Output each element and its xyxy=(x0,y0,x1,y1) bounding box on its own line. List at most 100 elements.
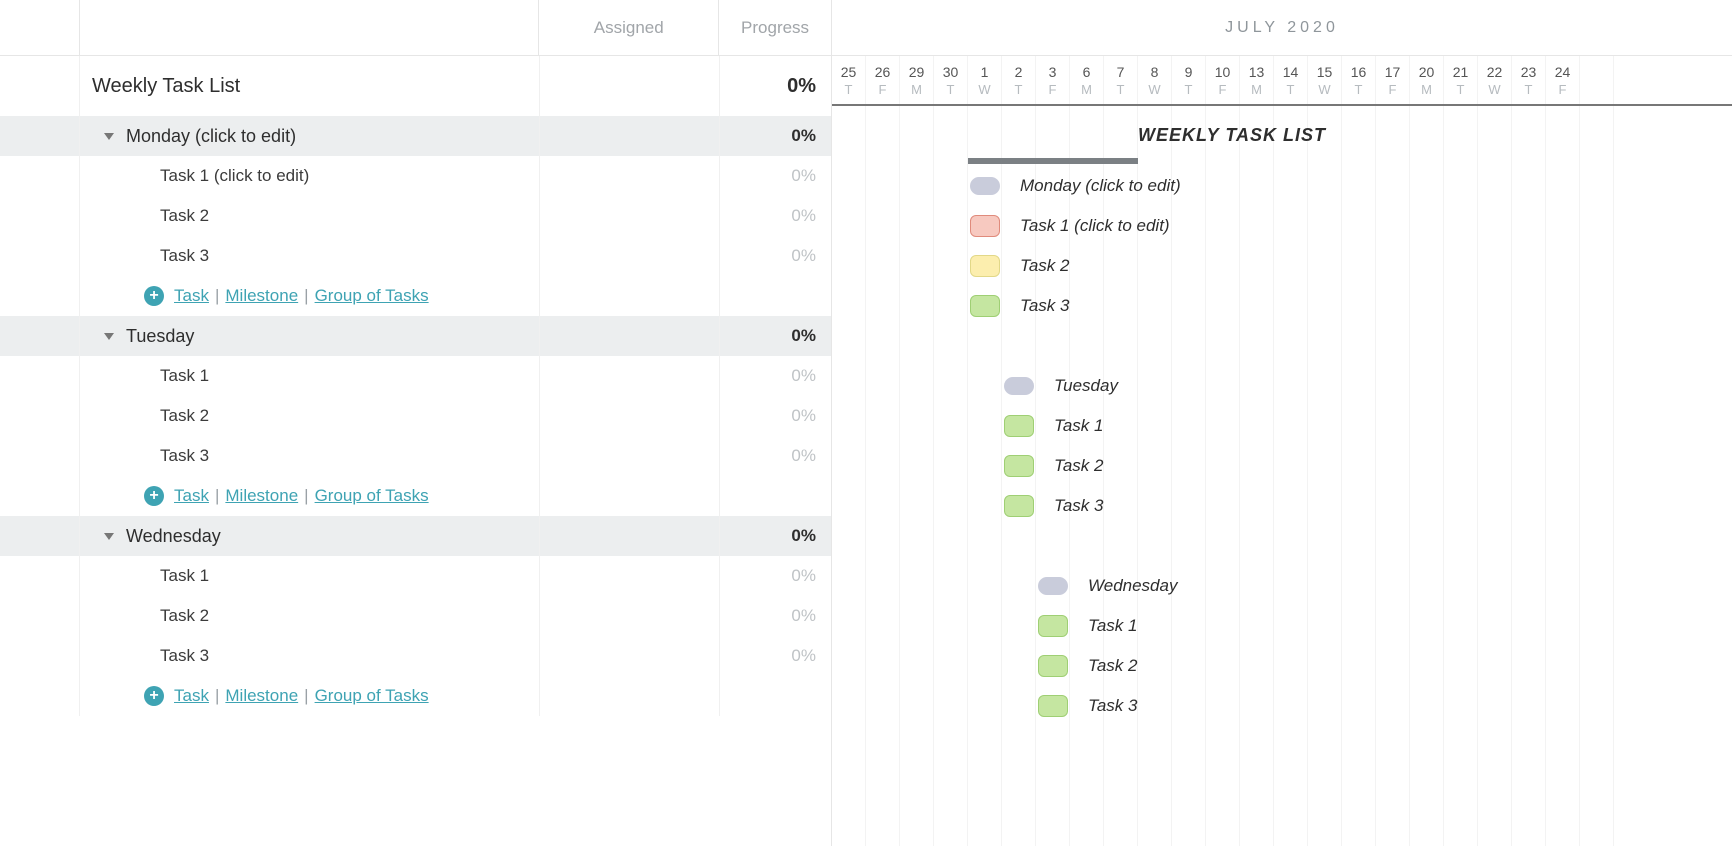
timeline-day[interactable]: 2T xyxy=(1002,56,1036,104)
group-bar[interactable] xyxy=(970,177,1000,195)
timeline-day[interactable]: 22W xyxy=(1478,56,1512,104)
add-task-link[interactable]: Task xyxy=(174,686,209,706)
assigned-cell[interactable] xyxy=(540,436,720,476)
assigned-cell[interactable] xyxy=(540,556,720,596)
timeline-day[interactable]: 9T xyxy=(1172,56,1206,104)
timeline-day[interactable]: 8W xyxy=(1138,56,1172,104)
column-header-progress[interactable]: Progress xyxy=(719,0,831,55)
project-title-row[interactable]: Weekly Task List 0% xyxy=(0,56,831,116)
task-bar[interactable] xyxy=(970,215,1000,237)
add-icon[interactable]: + xyxy=(144,686,164,706)
group-row[interactable]: Tuesday xyxy=(80,316,540,356)
task-bar[interactable] xyxy=(1038,655,1068,677)
group-row[interactable]: Wednesday xyxy=(80,516,540,556)
task-name[interactable]: Task 2 xyxy=(160,206,209,226)
assigned-cell[interactable] xyxy=(540,596,720,636)
timeline-row: Tuesday xyxy=(832,366,1732,406)
row-gutter xyxy=(0,516,80,556)
timeline-day[interactable]: 21T xyxy=(1444,56,1478,104)
task-row[interactable]: Task 2 xyxy=(80,596,540,636)
timeline-day[interactable]: 13M xyxy=(1240,56,1274,104)
timeline-day[interactable]: 26F xyxy=(866,56,900,104)
task-row[interactable]: Task 3 xyxy=(80,436,540,476)
assigned-cell[interactable] xyxy=(540,236,720,276)
timeline-day-dow: T xyxy=(1287,82,1295,97)
timeline-day[interactable]: 24F xyxy=(1546,56,1580,104)
add-row: +Task|Milestone|Group of Tasks xyxy=(0,276,831,316)
timeline-body[interactable]: WEEKLY TASK LISTMonday (click to edit)Ta… xyxy=(832,106,1732,846)
add-group-link[interactable]: Group of Tasks xyxy=(315,486,429,506)
assigned-cell[interactable] xyxy=(540,196,720,236)
add-milestone-link[interactable]: Milestone xyxy=(225,686,298,706)
project-assigned-cell[interactable] xyxy=(540,56,720,116)
timeline-day[interactable]: 30T xyxy=(934,56,968,104)
assigned-cell[interactable] xyxy=(540,116,720,156)
timeline-day[interactable]: 3F xyxy=(1036,56,1070,104)
assigned-cell[interactable] xyxy=(540,636,720,676)
add-task-link[interactable]: Task xyxy=(174,286,209,306)
add-milestone-link[interactable]: Milestone xyxy=(225,486,298,506)
task-bar[interactable] xyxy=(1004,455,1034,477)
timeline-day[interactable]: 7T xyxy=(1104,56,1138,104)
task-row[interactable]: Task 3 xyxy=(80,236,540,276)
add-group-link[interactable]: Group of Tasks xyxy=(315,286,429,306)
task-name[interactable]: Task 2 xyxy=(160,606,209,626)
timeline-day[interactable]: 14T xyxy=(1274,56,1308,104)
group-name[interactable]: Monday (click to edit) xyxy=(126,126,296,147)
group-row[interactable]: Monday (click to edit) xyxy=(80,116,540,156)
task-bar[interactable] xyxy=(970,295,1000,317)
task-name[interactable]: Task 3 xyxy=(160,246,209,266)
timeline-day[interactable]: 20M xyxy=(1410,56,1444,104)
task-row[interactable]: Task 1 xyxy=(80,556,540,596)
task-bar[interactable] xyxy=(1004,415,1034,437)
task-name[interactable]: Task 1 xyxy=(160,366,209,386)
timeline-day[interactable]: 15W xyxy=(1308,56,1342,104)
task-bar[interactable] xyxy=(1004,495,1034,517)
timeline-day[interactable]: 1W xyxy=(968,56,1002,104)
assigned-cell[interactable] xyxy=(540,316,720,356)
progress-cell: 0% xyxy=(720,316,832,356)
task-row[interactable]: Task 1 xyxy=(80,356,540,396)
task-name[interactable]: Task 2 xyxy=(160,406,209,426)
timeline-day[interactable]: 6M xyxy=(1070,56,1104,104)
add-icon[interactable]: + xyxy=(144,486,164,506)
group-name[interactable]: Wednesday xyxy=(126,526,221,547)
timeline-day[interactable] xyxy=(1580,56,1614,104)
task-bar[interactable] xyxy=(970,255,1000,277)
task-bar[interactable] xyxy=(1038,695,1068,717)
group-name[interactable]: Tuesday xyxy=(126,326,194,347)
chevron-down-icon[interactable] xyxy=(104,133,114,140)
timeline-day[interactable]: 23T xyxy=(1512,56,1546,104)
assigned-cell[interactable] xyxy=(540,356,720,396)
task-name[interactable]: Task 3 xyxy=(160,646,209,666)
timeline-day[interactable]: 10F xyxy=(1206,56,1240,104)
task-bar[interactable] xyxy=(1038,615,1068,637)
chevron-down-icon[interactable] xyxy=(104,333,114,340)
task-name[interactable]: Task 1 (click to edit) xyxy=(160,166,309,186)
project-title[interactable]: Weekly Task List xyxy=(80,56,540,116)
timeline-day[interactable]: 25T xyxy=(832,56,866,104)
task-name[interactable]: Task 1 xyxy=(160,566,209,586)
add-milestone-link[interactable]: Milestone xyxy=(225,286,298,306)
task-row[interactable]: Task 1 (click to edit) xyxy=(80,156,540,196)
group-bar[interactable] xyxy=(1038,577,1068,595)
assigned-cell[interactable] xyxy=(540,396,720,436)
add-links: +Task|Milestone|Group of Tasks xyxy=(80,676,540,716)
add-group-link[interactable]: Group of Tasks xyxy=(315,686,429,706)
timeline-day[interactable]: 16T xyxy=(1342,56,1376,104)
add-icon[interactable]: + xyxy=(144,286,164,306)
assigned-cell[interactable] xyxy=(540,156,720,196)
assigned-cell[interactable] xyxy=(540,516,720,556)
task-row[interactable]: Task 2 xyxy=(80,196,540,236)
add-task-link[interactable]: Task xyxy=(174,486,209,506)
timeline-day-num: 13 xyxy=(1249,64,1265,80)
timeline-day[interactable]: 29M xyxy=(900,56,934,104)
timeline-day[interactable]: 17F xyxy=(1376,56,1410,104)
task-name[interactable]: Task 3 xyxy=(160,446,209,466)
group-bar[interactable] xyxy=(1004,377,1034,395)
task-row[interactable]: Task 2 xyxy=(80,396,540,436)
column-header-assigned[interactable]: Assigned xyxy=(539,0,719,55)
chevron-down-icon[interactable] xyxy=(104,533,114,540)
task-row[interactable]: Task 3 xyxy=(80,636,540,676)
bar-label: Monday (click to edit) xyxy=(1020,176,1181,196)
